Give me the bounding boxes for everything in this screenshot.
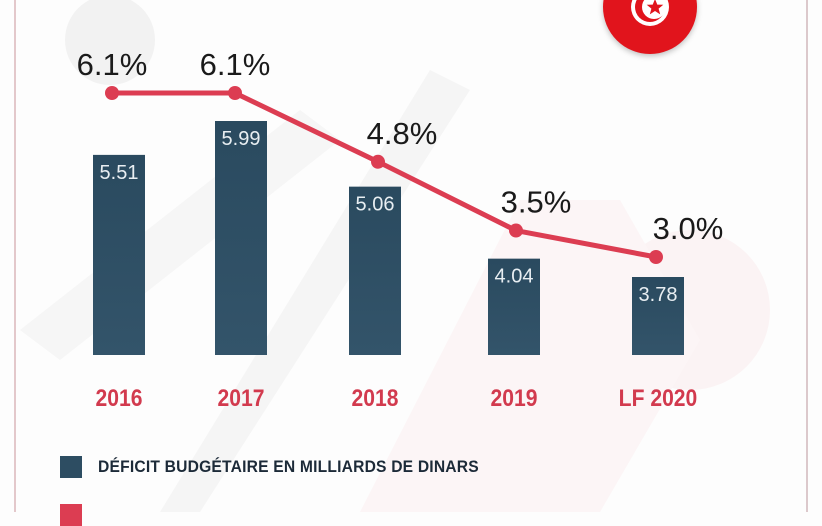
frame-border-left [14,0,16,512]
category-label: 2016 [96,385,143,412]
chart: 5.51 5.99 5.06 4.04 3.78 6.1% 6.1% 4.8% 3.5% 3.0… [77,47,724,412]
frame-border-right [806,0,808,512]
bar-2016 [93,154,145,355]
line-value-label: 6.1% [200,47,271,82]
category-label: LF 2020 [619,385,698,412]
line-point [228,86,242,100]
bar-value-label: 5.06 [356,194,395,216]
bar-lf-2020 [632,277,684,355]
bar-2019 [488,258,540,355]
line-point [105,86,119,100]
category-label: 2017 [218,385,265,412]
category-label: 2018 [352,385,399,412]
bar-value-label: 4.04 [495,266,534,288]
bar-value-label: 5.99 [222,128,261,150]
category-label: 2019 [491,385,538,412]
line-value-label: 3.0% [653,211,724,246]
legend-swatch-line [60,504,82,526]
legend-item-line [60,504,98,526]
line-value-label: 3.5% [501,185,572,220]
line-value-label: 6.1% [77,47,148,82]
tunisia-flag-icon [603,0,697,54]
line-point [371,154,385,169]
bar-2018 [349,186,401,355]
legend-item-deficit: DÉFICIT BUDGÉTAIRE EN MILLIARDS DE DINAR… [60,456,512,478]
bar-value-label: 3.78 [639,284,678,306]
line-value-label: 4.8% [367,116,438,151]
line-point [649,250,663,264]
bar-2017 [215,121,267,355]
legend-swatch-bar [60,456,82,478]
line-point [509,223,523,238]
legend-label-deficit: DÉFICIT BUDGÉTAIRE EN MILLIARDS DE DINAR… [98,457,479,476]
bar-value-label: 5.51 [100,162,139,184]
